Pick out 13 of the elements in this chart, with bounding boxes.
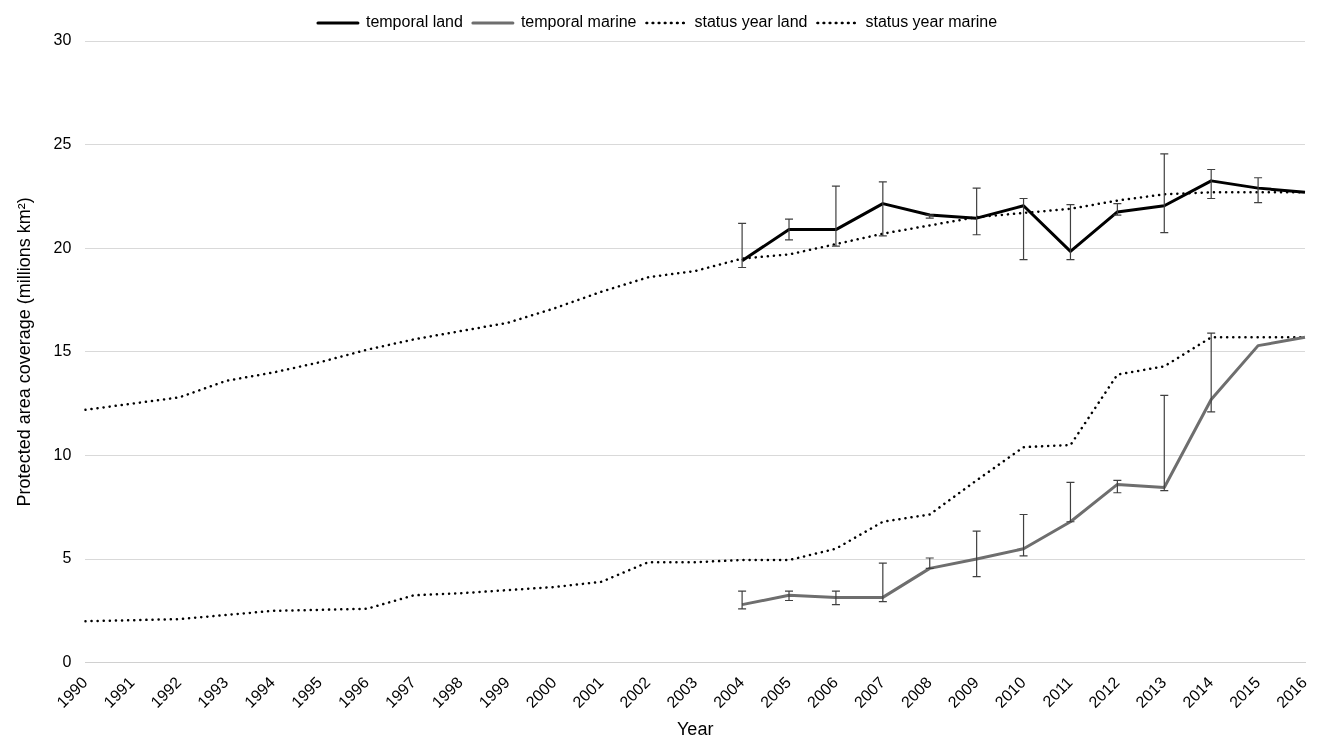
legend-label: temporal land bbox=[365, 13, 463, 31]
y-tick-label: 15 bbox=[53, 342, 72, 360]
y-tick-label: 20 bbox=[53, 238, 72, 256]
y-tick-label: 30 bbox=[53, 31, 72, 49]
legend-label: status year land bbox=[694, 13, 808, 31]
y-tick-label: 5 bbox=[62, 549, 72, 567]
y-tick-label: 10 bbox=[53, 445, 72, 463]
y-tick-label: 0 bbox=[62, 653, 72, 671]
x-axis-title: Year bbox=[677, 719, 714, 740]
y-tick-label: 25 bbox=[53, 135, 72, 153]
y-axis-title: Protected area coverage (millions km²) bbox=[13, 197, 34, 507]
legend-label: status year marine bbox=[865, 13, 998, 31]
legend-label: temporal marine bbox=[520, 13, 637, 31]
